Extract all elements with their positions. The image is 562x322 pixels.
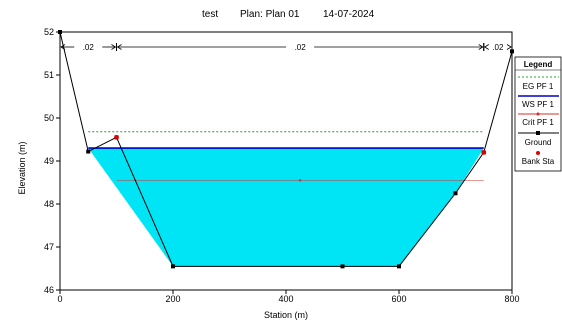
n-value-label: .02 [295, 43, 307, 52]
x-tick-label: 600 [391, 294, 406, 304]
y-tick-label: 49 [44, 156, 54, 166]
ground-point [86, 149, 91, 154]
crit-marker [298, 179, 302, 182]
ground-point [340, 264, 345, 269]
legend-item-ws: WS PF 1 [522, 100, 555, 109]
n-arrow-right [111, 44, 117, 50]
legend-swatch-crit-marker [536, 112, 540, 116]
water-fill [88, 148, 484, 267]
legend: Legend EG PF 1 WS PF 1 Crit PF 1 Ground … [514, 56, 562, 172]
n-arrow-left [60, 44, 66, 50]
y-tick-label: 50 [44, 113, 54, 123]
x-tick-label: 400 [278, 294, 293, 304]
ground-point [171, 264, 175, 269]
y-tick-label: 52 [44, 27, 54, 37]
legend-item-bank: Bank Sta [522, 157, 555, 166]
y-tick-label: 46 [44, 285, 54, 295]
y-axis-label: Elevation (m) [17, 141, 27, 194]
x-tick-label: 800 [504, 294, 519, 304]
legend-item-crit: Crit PF 1 [522, 118, 554, 127]
n-arrow-left [483, 44, 489, 50]
y-tick-label: 47 [44, 242, 54, 252]
legend-swatch-bank-marker [536, 151, 540, 155]
n-value-label: .02 [492, 43, 504, 52]
legend-title: Legend [524, 60, 553, 69]
n-arrow-right [478, 44, 484, 50]
legend-item-ground: Ground [525, 138, 552, 147]
legend-item-eg: EG PF 1 [523, 82, 554, 91]
ground-point [510, 49, 514, 54]
n-value-label: .02 [83, 43, 95, 52]
y-tick-label: 51 [44, 70, 54, 80]
y-tick-label: 48 [44, 199, 54, 209]
x-tick-label: 0 [57, 294, 62, 304]
bank-station-marker [481, 150, 487, 155]
ground-point [397, 264, 401, 269]
x-tick-label: 200 [165, 294, 180, 304]
bank-station-marker [114, 134, 119, 140]
n-arrow-right [506, 44, 512, 50]
ground-point [453, 191, 458, 196]
x-axis-label: Station (m) [264, 310, 308, 320]
legend-swatch-ground-marker [536, 131, 540, 135]
n-arrow-left [116, 44, 122, 50]
